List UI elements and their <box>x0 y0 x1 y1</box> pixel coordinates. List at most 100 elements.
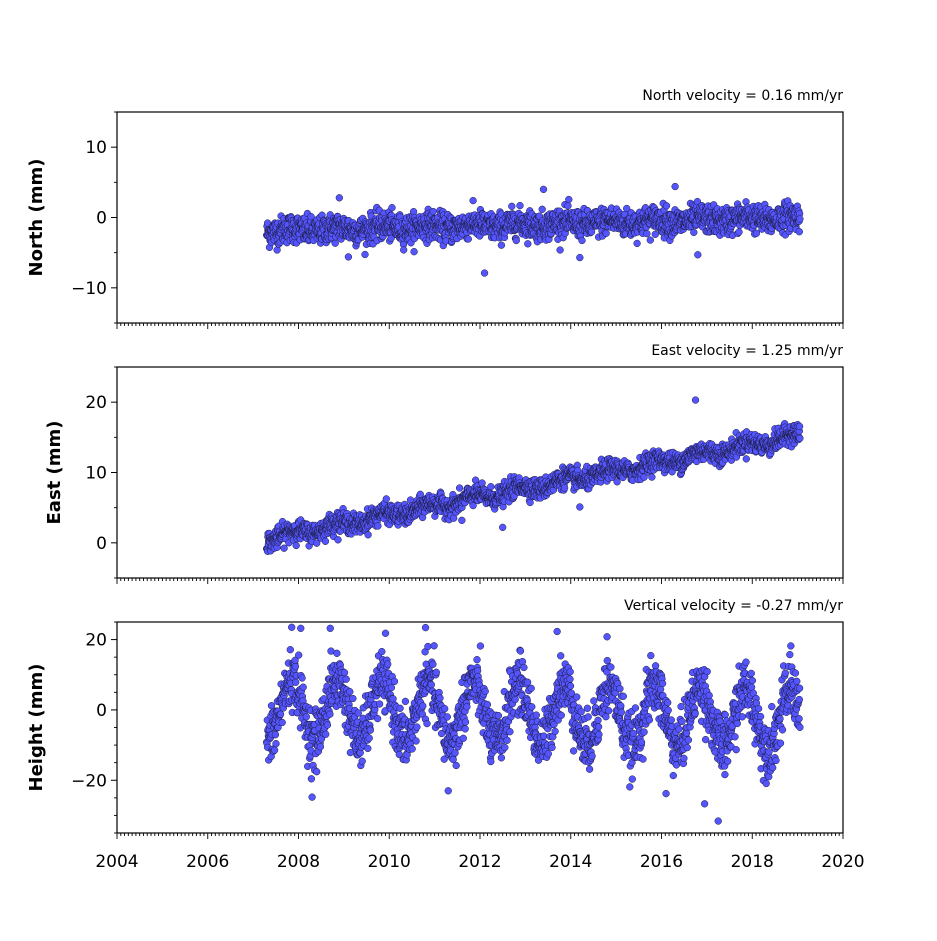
data-point <box>517 202 524 209</box>
east-axes-frame <box>117 367 843 578</box>
data-point <box>293 542 300 549</box>
data-point <box>561 485 568 492</box>
data-point <box>271 747 278 754</box>
data-point <box>603 230 610 237</box>
data-point <box>402 698 409 705</box>
data-point <box>374 715 381 722</box>
data-point <box>414 724 421 731</box>
data-point <box>557 247 564 254</box>
data-point <box>390 695 397 702</box>
data-point <box>498 242 505 249</box>
data-point <box>279 719 286 726</box>
data-point <box>524 240 531 247</box>
data-point <box>359 758 366 765</box>
data-point <box>736 229 743 236</box>
north-axis-title: North (mm) <box>26 159 47 277</box>
data-point <box>409 746 416 753</box>
data-point <box>508 203 515 210</box>
data-point <box>441 705 448 712</box>
data-point <box>513 237 520 244</box>
data-point <box>477 643 484 650</box>
data-point <box>313 768 320 775</box>
outlier-point <box>540 186 547 193</box>
data-point <box>343 676 350 683</box>
data-point <box>355 710 362 717</box>
data-point <box>383 496 390 503</box>
data-point <box>453 762 460 769</box>
east-velocity-label: East velocity = 1.25 mm/yr <box>651 343 843 359</box>
data-point <box>425 643 432 650</box>
data-point <box>366 735 373 742</box>
y-tick-label: 10 <box>85 138 107 158</box>
data-point <box>378 648 385 655</box>
outlier-point <box>576 504 583 511</box>
data-point <box>322 538 329 545</box>
data-point <box>327 711 334 718</box>
data-point <box>300 684 307 691</box>
outlier-point <box>692 397 699 404</box>
data-point <box>634 240 641 247</box>
data-point <box>367 727 374 734</box>
outlier-point <box>694 251 701 258</box>
data-point <box>652 231 659 238</box>
data-point <box>690 229 697 236</box>
data-point <box>341 669 348 676</box>
data-point <box>797 435 804 442</box>
data-point <box>419 703 426 710</box>
data-point <box>579 237 586 244</box>
data-point <box>456 485 463 492</box>
data-point <box>277 711 284 718</box>
data-point <box>281 545 288 552</box>
data-point <box>649 474 656 481</box>
data-point <box>474 656 481 663</box>
data-point <box>424 720 431 727</box>
data-point <box>470 197 477 204</box>
data-point <box>479 480 486 487</box>
data-point <box>663 202 670 209</box>
outlier-point <box>481 270 488 277</box>
data-point <box>647 237 654 244</box>
data-point <box>272 731 279 738</box>
data-point <box>364 745 371 752</box>
data-point <box>413 738 420 745</box>
data-point <box>287 646 294 653</box>
data-point <box>332 240 339 247</box>
data-point <box>324 722 331 729</box>
north-points <box>263 183 803 276</box>
data-point <box>565 202 572 209</box>
data-point <box>433 669 440 676</box>
data-point <box>430 661 437 668</box>
data-point <box>450 756 457 763</box>
outlier-point <box>345 253 352 260</box>
data-point <box>614 478 621 485</box>
data-point <box>437 695 444 702</box>
y-tick-label: 20 <box>85 393 107 413</box>
data-point <box>444 714 451 721</box>
y-tick-label: 0 <box>96 534 107 554</box>
data-point <box>334 650 341 657</box>
data-point <box>487 483 494 490</box>
data-point <box>303 713 310 720</box>
data-point <box>376 701 383 708</box>
data-point <box>308 775 315 782</box>
data-point <box>295 652 302 659</box>
data-point <box>273 740 280 747</box>
data-point <box>565 196 572 203</box>
data-point <box>796 228 803 235</box>
east-points <box>263 397 803 555</box>
data-point <box>350 695 357 702</box>
data-point <box>375 523 382 530</box>
outlier-point <box>336 194 343 201</box>
outlier-point <box>458 517 465 524</box>
data-point <box>644 230 651 237</box>
data-point <box>539 206 546 213</box>
data-point <box>400 247 407 254</box>
data-point <box>292 679 299 686</box>
y-tick-label: −10 <box>71 279 107 299</box>
data-point <box>362 251 369 258</box>
data-point <box>346 688 353 695</box>
